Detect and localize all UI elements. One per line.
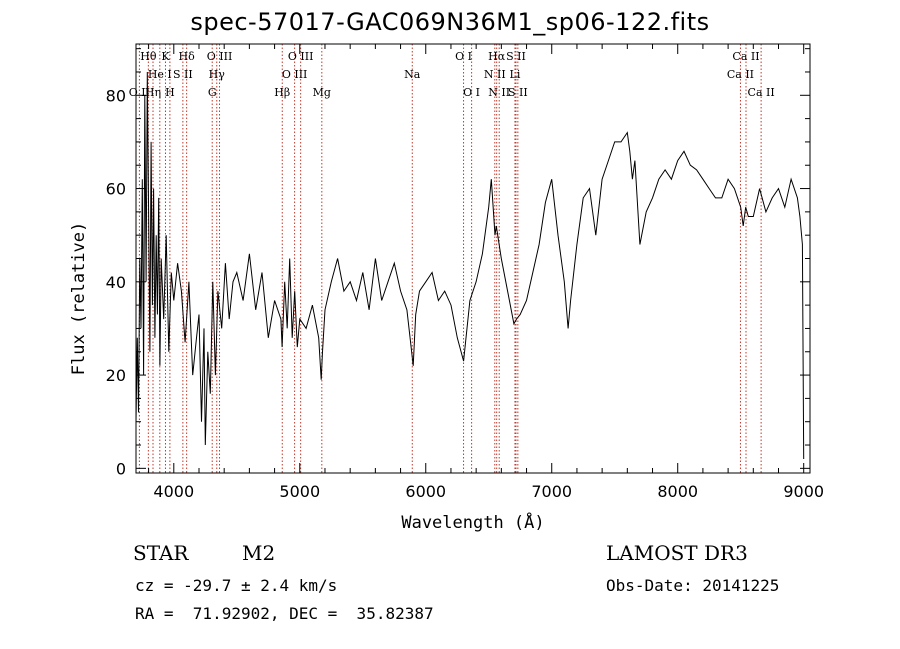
- line-label: K: [161, 50, 170, 63]
- line-label: Hβ: [274, 86, 290, 99]
- observation-date: Obs-Date: 20141225: [606, 576, 780, 595]
- x-tick-label: 8000: [657, 482, 698, 501]
- line-label: He I: [148, 68, 172, 81]
- redshift-readout: cz = -29.7 ± 2.4 km/s: [135, 576, 338, 595]
- y-tick-label: 80: [106, 86, 126, 105]
- object-type: STAR: [133, 541, 189, 565]
- line-label: O III: [288, 50, 314, 63]
- y-tick-label: 0: [116, 459, 126, 478]
- x-tick-label: 7000: [531, 482, 572, 501]
- line-markers: [138, 44, 762, 473]
- line-label: Hη: [145, 86, 161, 99]
- line-label: O III: [207, 50, 233, 63]
- y-axis-label: Flux (relative): [69, 222, 89, 376]
- line-label: Hα: [488, 50, 506, 63]
- line-label: Ca II: [748, 86, 775, 99]
- line-label: Mg: [313, 86, 331, 99]
- object-class: M2: [242, 541, 276, 565]
- axis-tick-labels: 4000 5000 6000 7000 8000 9000 0 20 40 60 80: [106, 86, 824, 501]
- x-tick-label: 5000: [279, 482, 320, 501]
- coordinates-readout: RA = 71.92902, DEC = 35.82387: [135, 604, 434, 623]
- x-tick-label: 4000: [153, 482, 194, 501]
- y-tick-label: 60: [106, 180, 126, 199]
- line-label: O I: [463, 86, 480, 99]
- line-label: G: [208, 86, 217, 99]
- line-label: S II: [506, 50, 526, 63]
- line-label: O III: [282, 68, 308, 81]
- line-labels: O II Hθ Hη He I K H S II Hδ G Hγ O III Hβ O III O III…: [129, 50, 775, 99]
- x-tick-label: 9000: [783, 482, 824, 501]
- line-label: N II: [488, 86, 510, 99]
- line-label: Li: [510, 68, 521, 81]
- line-label: H: [165, 86, 175, 99]
- line-label: Hθ: [140, 50, 157, 63]
- line-label: O II: [129, 86, 150, 99]
- line-label: Hδ: [179, 50, 196, 63]
- x-tick-label: 6000: [405, 482, 446, 501]
- line-label: S II: [508, 86, 528, 99]
- line-label: O I: [455, 50, 472, 63]
- x-axis-label: Wavelength (Å): [401, 511, 544, 533]
- y-tick-label: 40: [106, 273, 126, 292]
- line-label: Ca II: [732, 50, 759, 63]
- spectrum-line: [135, 71, 805, 460]
- survey-name: LAMOST DR3: [606, 541, 748, 565]
- plot-frame: [135, 43, 811, 474]
- line-label: S II: [173, 68, 193, 81]
- line-label: Na: [404, 68, 421, 81]
- line-label: Hγ: [209, 68, 226, 81]
- chart-title: spec-57017-GAC069N36M1_sp06-122.fits: [190, 8, 710, 36]
- y-tick-label: 20: [106, 366, 126, 385]
- line-label: Ca II: [727, 68, 754, 81]
- line-label: N II: [484, 68, 506, 81]
- axis-ticks: [136, 44, 810, 473]
